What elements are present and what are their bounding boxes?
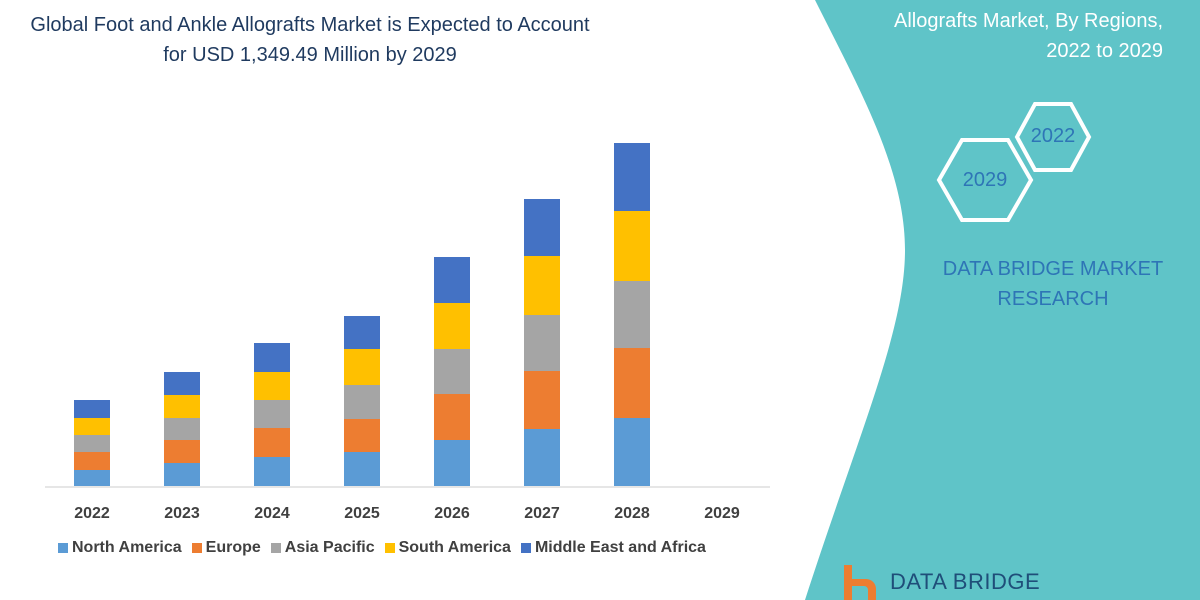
x-tick-label: 2024 (254, 505, 290, 522)
title-line-1: Global Foot and Ankle Allografts Market … (30, 14, 590, 36)
bar-2028-middle-east-and-africa (614, 143, 650, 211)
legend-label: Asia Pacific (284, 539, 375, 556)
bar-2023-europe (164, 440, 200, 463)
bar-2026-middle-east-and-africa (434, 257, 470, 303)
x-tick-label: 2022 (74, 505, 110, 522)
bar-2024-south-america (254, 372, 290, 400)
legend-label: Europe (205, 539, 261, 556)
legend-item: Asia Pacific (270, 539, 375, 557)
legend-label: South America (398, 539, 511, 556)
legend-item: North America (58, 539, 182, 557)
hex-label-2022: 2022 (1030, 125, 1076, 147)
bar-2022-north-america (74, 470, 110, 486)
legend-swatch (191, 543, 202, 553)
legend: North America Europe Asia Pacific South Ame… (58, 539, 706, 557)
bar-2027-europe (524, 371, 560, 429)
legend-swatch (384, 543, 395, 553)
bar-2028-europe (614, 348, 650, 418)
x-tick-label: 2026 (434, 505, 470, 522)
side-title-line-2: 2022 to 2029 (1046, 40, 1163, 62)
bar-2028-north-america (614, 418, 650, 486)
bar-2028-asia-pacific (614, 281, 650, 348)
bar-2023-asia-pacific (164, 418, 200, 440)
legend-swatch (58, 543, 68, 553)
logo-text: DATA BRIDGE (890, 568, 1041, 594)
brand-line-1: DATA BRIDGE MARKET (942, 258, 1164, 280)
side-title-line-1: Allografts Market, By Regions, (894, 10, 1163, 32)
bar-2023-middle-east-and-africa (164, 372, 200, 395)
bar-2024-europe (254, 428, 290, 457)
bar-2026-north-america (434, 440, 470, 486)
bar-2025-middle-east-and-africa (344, 316, 380, 349)
bar-2022-south-america (74, 418, 110, 435)
bar-2024-middle-east-and-africa (254, 343, 290, 372)
bar-2027-asia-pacific (524, 315, 560, 371)
x-tick-label: 2023 (164, 505, 200, 522)
bar-2027-south-america (524, 256, 560, 315)
legend-item: Europe (191, 539, 261, 557)
x-tick-label: 2027 (524, 505, 560, 522)
hex-label-2029: 2029 (962, 169, 1008, 191)
x-tick-label: 2028 (614, 505, 650, 522)
bar-2023-south-america (164, 395, 200, 418)
legend-label: Middle East and Africa (534, 539, 706, 556)
bar-2028-south-america (614, 211, 650, 281)
brand-line-2: RESEARCH (997, 288, 1109, 310)
bar-2026-asia-pacific (434, 349, 470, 394)
legend-item: Middle East and Africa (520, 539, 706, 557)
bar-2022-asia-pacific (74, 435, 110, 452)
bar-2023-north-america (164, 463, 200, 486)
bar-2025-north-america (344, 452, 380, 486)
bar-2026-europe (434, 394, 470, 440)
chart-title: Global Foot and Ankle Allografts Market … (20, 10, 600, 70)
hexagon-2022 (1014, 102, 1092, 172)
bar-2022-middle-east-and-africa (74, 400, 110, 418)
bar-2024-north-america (254, 457, 290, 486)
legend-item: South America (384, 539, 511, 557)
legend-label: North America (72, 539, 182, 556)
bar-2027-middle-east-and-africa (524, 199, 560, 256)
bar-2025-europe (344, 419, 380, 452)
brand-text: DATA BRIDGE MARKET RESEARCH (920, 254, 1186, 314)
bar-2022-europe (74, 452, 110, 470)
bar-2025-asia-pacific (344, 385, 380, 419)
bar-2027-north-america (524, 429, 560, 486)
logo: DATA BRIDGE (840, 563, 1040, 600)
hexagon-2029 (936, 138, 1034, 222)
bar-2025-south-america (344, 349, 380, 385)
bar-2024-asia-pacific (254, 400, 290, 428)
bar-2026-south-america (434, 303, 470, 349)
x-tick-label: 2025 (344, 505, 380, 522)
legend-swatch (270, 543, 281, 553)
title-line-2: for USD 1,349.49 Million by 2029 (163, 44, 457, 66)
logo-icon (844, 565, 876, 600)
x-tick-label: 2029 (704, 505, 740, 522)
legend-swatch (520, 543, 531, 553)
side-title: Allografts Market, By Regions, 2022 to 2… (894, 6, 1163, 66)
side-panel (805, 0, 1200, 600)
